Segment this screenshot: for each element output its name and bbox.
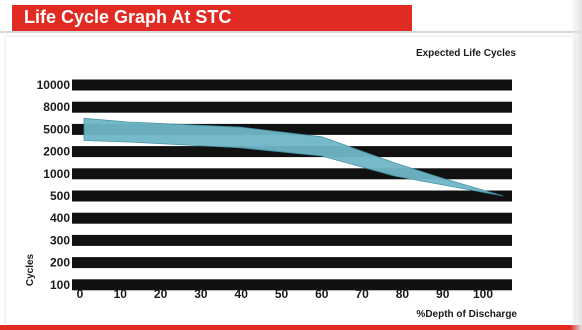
x-tick-label: 80 — [396, 287, 410, 301]
y-tick-label: 5000 — [43, 122, 70, 136]
y-tick-label: 2000 — [43, 145, 70, 159]
y-axis-title: Cycles — [25, 253, 36, 286]
band-500 — [72, 190, 512, 202]
band-1000 — [72, 168, 512, 180]
y-tick-label: 500 — [50, 189, 70, 203]
x-tick-labels: 0 10 20 30 40 50 60 70 80 90 100 — [77, 287, 494, 301]
y-tick-label: 8000 — [43, 100, 70, 114]
x-tick-label: 20 — [154, 287, 168, 301]
band-10000 — [72, 79, 512, 91]
x-tick-label: 30 — [194, 287, 208, 301]
x-tick-label: 100 — [473, 287, 493, 301]
y-tick-label: 300 — [50, 233, 70, 247]
title-divider — [0, 31, 582, 33]
bottom-accent-bar — [0, 325, 582, 330]
chart-title: Expected Life Cycles — [416, 48, 516, 59]
y-tick-label: 1000 — [43, 167, 70, 181]
x-tick-label: 60 — [315, 287, 329, 301]
band-400 — [72, 212, 512, 224]
y-tick-label: 100 — [50, 278, 70, 292]
x-axis-title: %Depth of Discharge — [416, 309, 517, 320]
x-tick-label: 70 — [355, 287, 369, 301]
y-tick-labels: 100 200 300 400 500 1000 2000 5000 8000 10000 — [37, 78, 71, 292]
y-tick-label: 400 — [50, 211, 70, 225]
page-title: Life Cycle Graph At STC — [24, 7, 232, 27]
x-tick-label: 10 — [114, 287, 128, 301]
y-tick-label: 200 — [50, 256, 70, 270]
band-5000 — [72, 123, 512, 135]
band-200 — [72, 257, 512, 269]
title-bar: Life Cycle Graph At STC — [12, 5, 412, 31]
y-tick-label: 10000 — [37, 78, 71, 92]
x-tick-label: 50 — [275, 287, 289, 301]
band-8000 — [72, 101, 512, 113]
x-tick-label: 90 — [436, 287, 450, 301]
x-tick-label: 40 — [235, 287, 249, 301]
x-tick-label: 0 — [77, 287, 84, 301]
band-300 — [72, 234, 512, 246]
area-group — [83, 117, 504, 197]
life-cycle-area-0 — [83, 117, 504, 197]
right-edge-shading — [570, 0, 582, 330]
